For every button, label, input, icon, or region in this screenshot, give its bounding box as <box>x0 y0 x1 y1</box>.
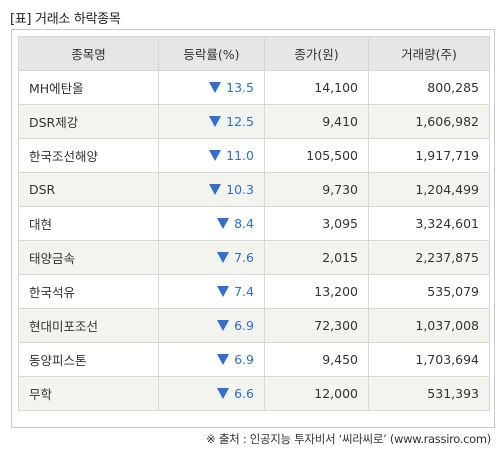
change-rate-cell: 6.9 <box>158 342 265 377</box>
trade-volume: 2,237,875 <box>368 240 490 275</box>
change-rate-cell: 6.9 <box>158 308 265 343</box>
source-note: ※ 출처 : 인공지능 투자비서 ‘씨라씨로’ (www.rassiro.com… <box>206 432 491 446</box>
close-price: 9,730 <box>264 172 369 207</box>
table-row: 무학 6.6 12,000 531,393 <box>18 376 490 411</box>
stock-name: 무학 <box>18 376 159 411</box>
stock-name: MH에탄올 <box>18 70 159 105</box>
down-triangle-icon <box>217 320 230 331</box>
down-triangle-icon <box>209 116 222 127</box>
table-row: MH에탄올 13.5 14,100 800,285 <box>18 70 490 105</box>
trade-volume: 1,606,982 <box>368 104 490 139</box>
table-row: 한국조선해양 11.0 105,500 1,917,719 <box>18 138 490 173</box>
close-price: 12,000 <box>264 376 369 411</box>
close-price: 13,200 <box>264 274 369 309</box>
trade-volume: 1,917,719 <box>368 138 490 173</box>
header-close-price: 종가(원) <box>264 36 369 71</box>
change-rate: 10.3 <box>226 182 254 197</box>
change-rate-cell: 6.6 <box>158 376 265 411</box>
stock-name: 한국조선해양 <box>18 138 159 173</box>
close-price: 72,300 <box>264 308 369 343</box>
trade-volume: 3,324,601 <box>368 206 490 241</box>
table-row: 태양금속 7.6 2,015 2,237,875 <box>18 240 490 275</box>
trade-volume: 800,285 <box>368 70 490 105</box>
change-rate-cell: 11.0 <box>158 138 265 173</box>
change-rate: 6.9 <box>234 318 254 333</box>
table-frame: 종목명 등락률(%) 종가(원) 거래량(주) MH에탄올 13.5 14,100 8… <box>11 29 495 428</box>
change-rate: 7.4 <box>234 284 254 299</box>
stock-name: 현대미포조선 <box>18 308 159 343</box>
table-row: DSR 10.3 9,730 1,204,499 <box>18 172 490 207</box>
close-price: 9,410 <box>264 104 369 139</box>
down-triangle-icon <box>217 388 230 399</box>
down-triangle-icon <box>217 354 230 365</box>
trade-volume: 1,204,499 <box>368 172 490 207</box>
down-triangle-icon <box>209 184 222 195</box>
table-title: [표] 거래소 하락종목 <box>10 12 121 27</box>
close-price: 2,015 <box>264 240 369 275</box>
table-row: 한국석유 7.4 13,200 535,079 <box>18 274 490 309</box>
trade-volume: 1,037,008 <box>368 308 490 343</box>
down-triangle-icon <box>209 82 222 93</box>
change-rate: 8.4 <box>234 216 254 231</box>
change-rate: 6.6 <box>234 386 254 401</box>
falling-stocks-table: 종목명 등락률(%) 종가(원) 거래량(주) MH에탄올 13.5 14,100 8… <box>18 36 490 411</box>
stock-name: 한국석유 <box>18 274 159 309</box>
change-rate: 6.9 <box>234 352 254 367</box>
trade-volume: 531,393 <box>368 376 490 411</box>
change-rate-cell: 8.4 <box>158 206 265 241</box>
change-rate: 11.0 <box>226 148 254 163</box>
stock-name: DSR <box>18 172 159 207</box>
change-rate: 13.5 <box>226 80 254 95</box>
close-price: 3,095 <box>264 206 369 241</box>
table-row: 대현 8.4 3,095 3,324,601 <box>18 206 490 241</box>
change-rate-cell: 7.6 <box>158 240 265 275</box>
table-header-row: 종목명 등락률(%) 종가(원) 거래량(주) <box>18 36 490 71</box>
close-price: 9,450 <box>264 342 369 377</box>
close-price: 105,500 <box>264 138 369 173</box>
close-price: 14,100 <box>264 70 369 105</box>
stock-name: 동양피스톤 <box>18 342 159 377</box>
header-volume: 거래량(주) <box>368 36 490 71</box>
header-change-rate: 등락률(%) <box>158 36 265 71</box>
change-rate-cell: 13.5 <box>158 70 265 105</box>
stock-name: 태양금속 <box>18 240 159 275</box>
change-rate-cell: 12.5 <box>158 104 265 139</box>
change-rate: 12.5 <box>226 114 254 129</box>
change-rate-cell: 10.3 <box>158 172 265 207</box>
change-rate-cell: 7.4 <box>158 274 265 309</box>
table-row: 현대미포조선 6.9 72,300 1,037,008 <box>18 308 490 343</box>
header-stock-name: 종목명 <box>18 36 159 71</box>
stock-name: 대현 <box>18 206 159 241</box>
table-row: DSR제강 12.5 9,410 1,606,982 <box>18 104 490 139</box>
down-triangle-icon <box>217 286 230 297</box>
down-triangle-icon <box>217 218 230 229</box>
down-triangle-icon <box>217 252 230 263</box>
stock-name: DSR제강 <box>18 104 159 139</box>
trade-volume: 1,703,694 <box>368 342 490 377</box>
change-rate: 7.6 <box>234 250 254 265</box>
trade-volume: 535,079 <box>368 274 490 309</box>
table-row: 동양피스톤 6.9 9,450 1,703,694 <box>18 342 490 377</box>
down-triangle-icon <box>209 150 222 161</box>
